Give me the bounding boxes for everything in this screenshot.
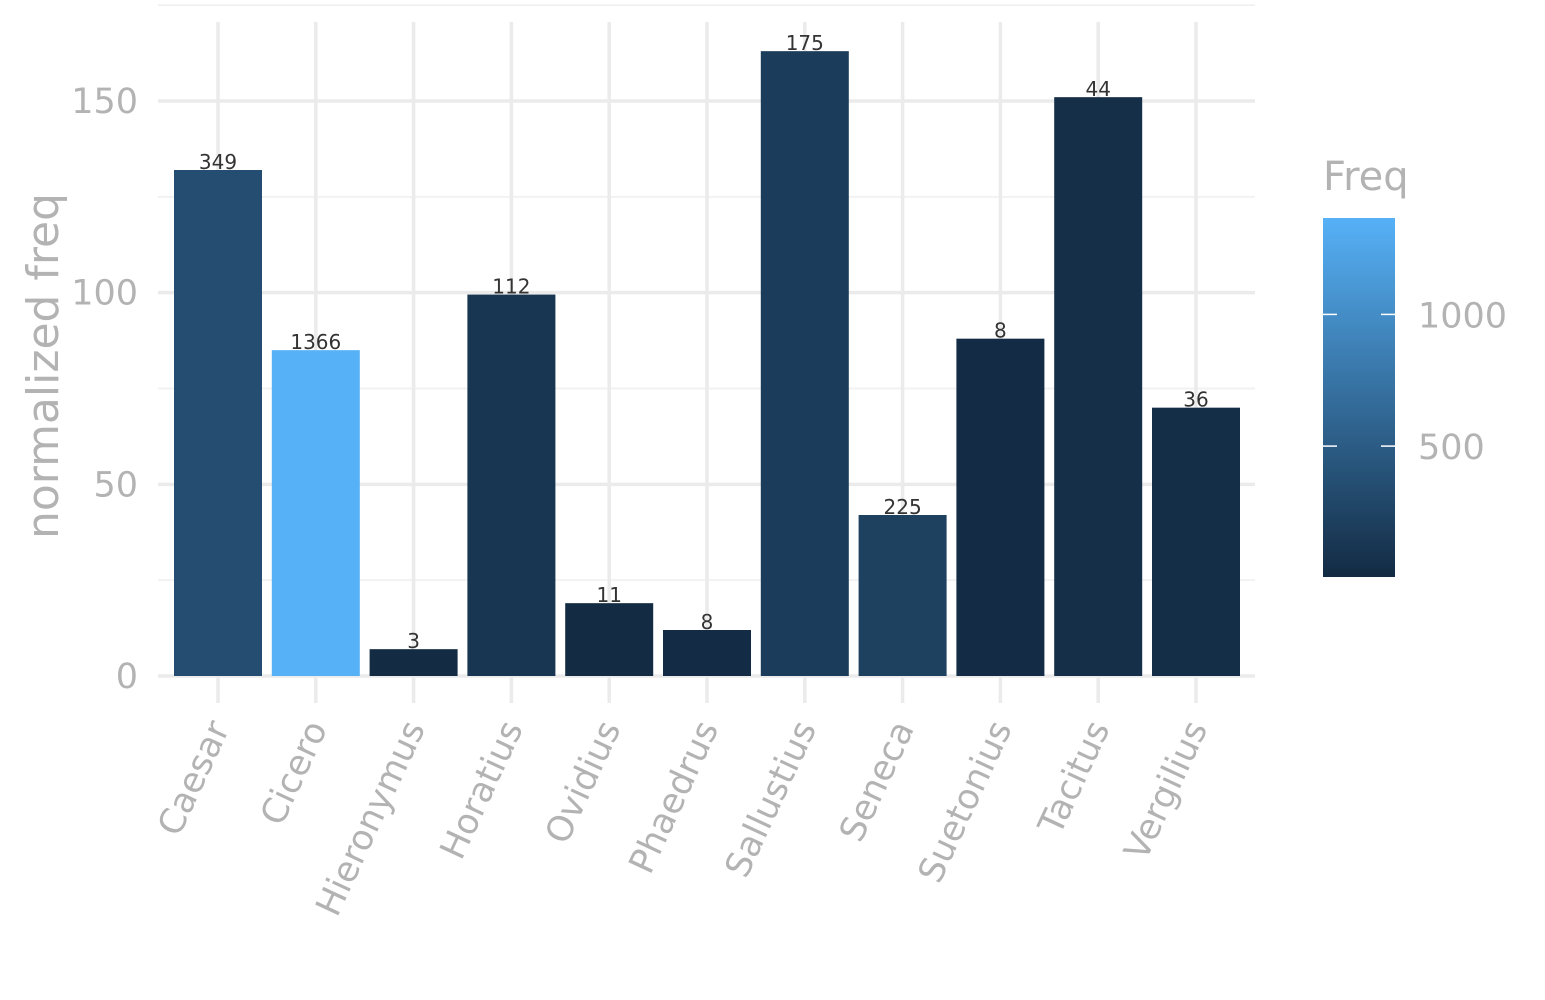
- x-tick-label: Cicero: [253, 715, 336, 832]
- x-tick-label: Horatius: [433, 715, 532, 866]
- x-tick-label: Phaedrus: [622, 715, 727, 880]
- colorbar-ticks: 500 1000: [1323, 296, 1507, 468]
- bar-value-label: 36: [1183, 388, 1208, 412]
- bar-vergilius: [1152, 407, 1240, 676]
- bar-value-label: 8: [994, 319, 1007, 343]
- bar-phaedrus: [663, 630, 751, 676]
- bar-tacitus: [1054, 97, 1143, 676]
- bar-seneca: [858, 515, 947, 676]
- colorbar: [1323, 218, 1395, 577]
- x-tick-label: Seneca: [832, 715, 922, 848]
- bar-caesar: [174, 170, 262, 676]
- y-tick-label: 50: [93, 465, 138, 505]
- bar-sallustius: [760, 51, 849, 676]
- bar-ovidius: [565, 603, 654, 676]
- bar-value-label: 8: [701, 610, 714, 634]
- colorbar-tick-label: 1000: [1418, 296, 1507, 336]
- colorbar-tick-label: 500: [1418, 428, 1485, 468]
- x-tick-label: Vergilius: [1117, 715, 1216, 866]
- bar-value-label: 175: [786, 31, 824, 55]
- y-tick-label: 0: [116, 657, 138, 697]
- bar-value-label: 3: [407, 629, 420, 653]
- y-tick-label: 100: [71, 274, 138, 314]
- bar-suetonius: [956, 338, 1045, 676]
- x-tick-label: Suetonius: [911, 715, 1021, 889]
- legend: Freq 500 1000: [1323, 154, 1507, 577]
- bar-value-label: 11: [596, 583, 621, 607]
- x-tick-label: Ovidius: [538, 715, 629, 850]
- bar-labels: 349 1366 3 112 11 8 175 225 8 44 36: [199, 31, 1209, 653]
- y-axis-ticks: 0 50 100 150: [71, 82, 138, 697]
- legend-title: Freq: [1323, 154, 1409, 200]
- bar-horatius: [467, 294, 556, 676]
- y-tick-label: 150: [71, 82, 138, 122]
- y-axis-title: normalized freq: [18, 193, 69, 539]
- x-tick-label: Tacitus: [1031, 715, 1118, 842]
- bar-cicero: [271, 350, 360, 676]
- bar-value-label: 44: [1085, 77, 1110, 101]
- bar-value-label: 349: [199, 150, 237, 174]
- bar-value-label: 1366: [290, 330, 341, 354]
- x-tick-label: Sallustius: [718, 715, 825, 884]
- bar-hieronymus: [369, 649, 458, 676]
- bar-value-label: 112: [492, 275, 530, 299]
- bars: [174, 51, 1240, 676]
- x-tick-label: Caesar: [151, 714, 239, 842]
- bar-value-label: 225: [884, 495, 922, 519]
